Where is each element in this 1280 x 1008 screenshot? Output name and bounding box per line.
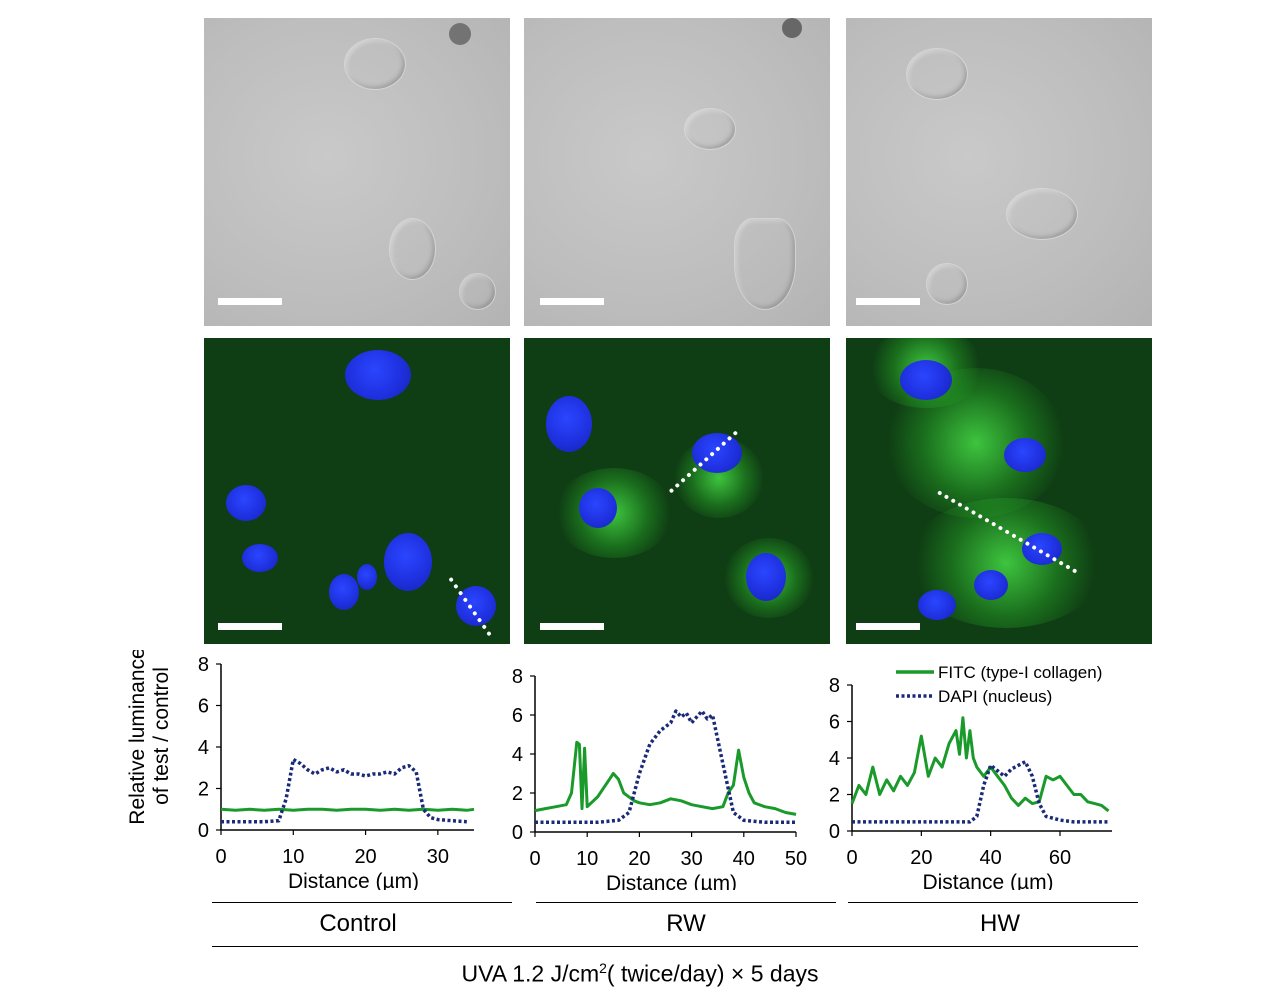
dapi-line <box>852 759 1109 824</box>
cell-outline <box>906 48 968 100</box>
nucleus <box>1022 533 1062 565</box>
legend-fitc-label: FITC (type-I collagen) <box>938 663 1102 682</box>
y-tick-label: 8 <box>512 666 523 688</box>
x-tick-label: 20 <box>628 848 650 870</box>
y-tick-label: 4 <box>829 748 840 770</box>
debris-spot <box>782 18 802 38</box>
nucleus <box>242 544 278 572</box>
nucleus <box>345 350 411 400</box>
nucleus <box>226 485 266 521</box>
x-tick-label: 0 <box>215 846 226 868</box>
nucleus <box>1004 438 1046 472</box>
scale-bar <box>218 298 282 305</box>
nucleus <box>746 553 786 601</box>
fitc-line <box>850 716 1110 813</box>
fitc-line <box>220 807 475 812</box>
fluorescence-image-hw <box>846 338 1152 644</box>
legend-dapi-label: DAPI (nucleus) <box>938 687 1052 706</box>
debris-spot <box>449 23 471 45</box>
treatment-underline <box>212 946 1138 947</box>
x-tick-label: 20 <box>910 847 932 869</box>
x-tick-label: 40 <box>980 847 1002 869</box>
nucleus <box>579 488 617 528</box>
legend: FITC (type-I collagen) DAPI (nucleus) <box>896 663 1102 706</box>
cell-outline <box>459 273 496 310</box>
y-axis-title-line2: of test / control <box>150 667 173 805</box>
y-tick-label: 2 <box>512 783 523 805</box>
y-tick-label: 4 <box>512 744 523 766</box>
treatment-suffix: ( twice/day) × 5 days <box>606 960 819 987</box>
chart-hw: 0 2 4 6 8 0 20 40 60 Distance (µm) <box>829 675 1112 890</box>
y-tick-label: 0 <box>512 822 523 844</box>
treatment-caption: UVA 1.2 J/cm2( twice/day) × 5 days <box>0 960 1280 988</box>
x-tick-label: 30 <box>680 848 702 870</box>
line-profile-charts: Relative luminance of test / control 0 2 4… <box>126 650 1112 890</box>
y-tick-label: 0 <box>829 821 840 843</box>
cell-outline <box>389 218 436 280</box>
x-tick-label: 60 <box>1049 847 1071 869</box>
cell-outline <box>926 263 968 305</box>
x-axis-title: Distance (µm) <box>606 872 737 890</box>
dapi-line <box>221 757 467 824</box>
scale-bar <box>218 623 282 630</box>
y-tick-label: 6 <box>829 712 840 734</box>
x-tick-label: 50 <box>785 848 807 870</box>
dic-image-hw <box>846 18 1152 326</box>
treatment-prefix: UVA 1.2 J/cm <box>461 960 600 987</box>
fluorescence-image-rw <box>524 338 830 644</box>
x-tick-label: 10 <box>576 848 598 870</box>
scale-bar <box>856 298 920 305</box>
cell-outline <box>344 38 406 90</box>
y-tick-label: 0 <box>198 820 209 842</box>
cell-outline <box>1006 188 1078 240</box>
chart-control: 0 2 4 6 8 0 10 20 30 Distance (µm) <box>198 654 475 890</box>
dapi-line <box>535 709 796 825</box>
x-axis-title: Distance (µm) <box>288 870 419 890</box>
cell-outline <box>734 218 796 310</box>
hw-underline <box>848 902 1138 903</box>
chart-rw: 0 2 4 6 8 0 10 20 30 40 50 Distance (µm) <box>512 666 807 890</box>
dic-image-control <box>204 18 510 326</box>
scale-bar <box>540 623 604 630</box>
condition-label-hw: HW <box>980 910 1020 937</box>
x-tick-label: 0 <box>846 847 857 869</box>
y-tick-label: 2 <box>198 779 209 801</box>
nucleus <box>456 586 496 626</box>
y-tick-label: 8 <box>829 675 840 697</box>
condition-label-control: Control <box>319 910 397 937</box>
y-axis-title: Relative luminance of test / control <box>126 650 173 825</box>
nucleus <box>918 590 956 620</box>
nucleus <box>974 570 1008 600</box>
nucleus <box>357 564 377 590</box>
nucleus <box>546 396 592 452</box>
fluorescence-image-control <box>204 338 510 644</box>
scale-bar <box>540 298 604 305</box>
dic-image-rw <box>524 18 830 326</box>
rw-underline <box>536 902 836 903</box>
x-tick-label: 0 <box>529 848 540 870</box>
x-tick-label: 20 <box>354 846 376 868</box>
x-tick-label: 40 <box>733 848 755 870</box>
fitc-line <box>534 740 797 816</box>
condition-label-rw: RW <box>666 910 706 937</box>
nucleus <box>692 433 742 473</box>
treatment-superscript: 2 <box>599 960 607 976</box>
y-axis-title-line1: Relative luminance <box>126 650 149 825</box>
nucleus <box>900 360 952 400</box>
y-tick-label: 2 <box>829 785 840 807</box>
x-tick-label: 30 <box>427 846 449 868</box>
y-tick-label: 4 <box>198 737 209 759</box>
cell-outline <box>684 108 736 150</box>
x-tick-label: 10 <box>282 846 304 868</box>
x-axis-title: Distance (µm) <box>922 871 1053 890</box>
scale-bar <box>856 623 920 630</box>
y-tick-label: 6 <box>512 705 523 727</box>
y-tick-label: 6 <box>198 696 209 718</box>
y-tick-label: 8 <box>198 654 209 676</box>
nucleus <box>384 533 432 591</box>
nucleus <box>329 574 359 610</box>
control-underline <box>212 902 512 903</box>
